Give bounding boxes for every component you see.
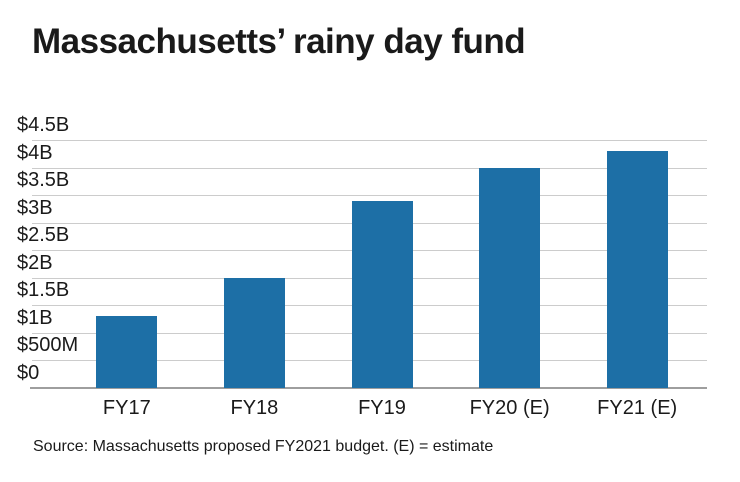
bar-fy17: [96, 316, 158, 388]
gridline: [32, 140, 707, 141]
x-tick-label: FY21 (E): [597, 397, 678, 419]
y-tick-label: $3.5B: [17, 169, 70, 192]
y-tick-label: $1.5B: [17, 279, 70, 302]
y-tick-label: $4.5B: [17, 114, 70, 136]
x-tick-label: FY20 (E): [469, 397, 550, 419]
x-axis-line: [30, 387, 707, 389]
y-tick-label: $2B: [17, 251, 53, 274]
bar-fy20-e: [479, 167, 541, 388]
x-tick-label: FY19: [358, 397, 406, 419]
chart-title: Massachusetts’ rainy day fund: [32, 22, 526, 61]
x-tick-label: FY17: [102, 397, 151, 419]
bar-fy18: [223, 277, 285, 388]
y-tick-label: $0: [17, 362, 40, 384]
y-tick-label: $3B: [17, 196, 53, 219]
bar-fy19: [351, 200, 413, 388]
gridline: [32, 167, 707, 169]
y-tick-label: $1B: [17, 306, 53, 329]
gridline: [32, 195, 707, 197]
y-tick-label: $500M: [17, 334, 79, 357]
bar-fy21-e: [606, 151, 668, 388]
y-tick-label: $4B: [17, 141, 53, 164]
source-note: Source: Massachusetts proposed FY2021 bu…: [33, 438, 494, 455]
y-tick-label: $2.5B: [17, 224, 70, 247]
x-tick-label: FY18: [230, 397, 279, 419]
